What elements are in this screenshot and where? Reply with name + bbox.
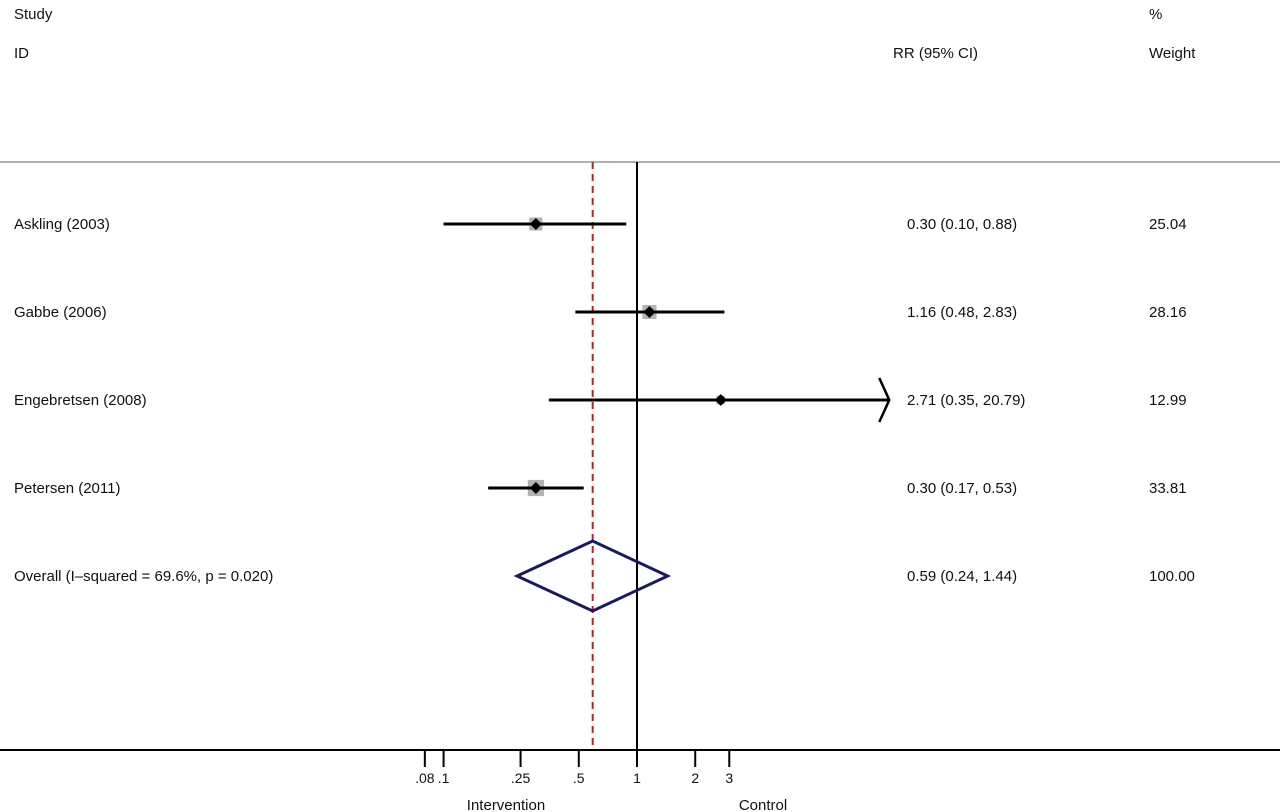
x-axis-tick-label: 1 xyxy=(633,770,641,786)
overall-ci-text: 0.59 (0.24, 1.44) xyxy=(907,568,1017,585)
study-label: Engebretsen (2008) xyxy=(14,392,147,409)
study-label: Askling (2003) xyxy=(14,216,110,233)
study-weight: 25.04 xyxy=(1149,216,1187,233)
plot-marks: Askling (2003) 0.30 (0.10, 0.88) 25.04 Gabb… xyxy=(0,162,1280,812)
study-weight: 33.81 xyxy=(1149,480,1187,497)
overall-label: Overall (I–squared = 69.6%, p = 0.020) xyxy=(14,568,273,585)
header-id: ID xyxy=(14,45,29,62)
study-ci-text: 0.30 (0.10, 0.88) xyxy=(907,216,1017,233)
point-estimate-marker xyxy=(714,394,727,406)
x-axis-tick-label: 3 xyxy=(725,770,733,786)
point-estimate-marker xyxy=(529,482,542,494)
study-weight: 28.16 xyxy=(1149,304,1187,321)
point-estimate-marker xyxy=(643,306,656,318)
x-axis-tick-label: .25 xyxy=(511,770,531,786)
study-label: Gabbe (2006) xyxy=(14,304,107,321)
header-effect-label: RR (95% CI) xyxy=(893,45,978,62)
x-axis-tick-label: .08 xyxy=(415,770,435,786)
header-weight: Weight xyxy=(1149,45,1196,62)
x-axis-tick-label: .5 xyxy=(573,770,585,786)
overall-diamond xyxy=(513,539,672,613)
favours-intervention-label: Intervention xyxy=(467,797,545,812)
x-axis-tick-label: 2 xyxy=(691,770,699,786)
study-ci-text: 0.30 (0.17, 0.53) xyxy=(907,480,1017,497)
x-axis-tick-label: .1 xyxy=(438,770,450,786)
study-label: Petersen (2011) xyxy=(14,480,120,497)
header-percent: % xyxy=(1149,6,1162,23)
point-estimate-marker xyxy=(529,218,542,230)
header-study: Study xyxy=(14,6,53,23)
ci-truncation-arrow xyxy=(878,377,891,423)
favours-control-label: Control xyxy=(739,797,787,812)
study-ci-text: 2.71 (0.35, 20.79) xyxy=(907,392,1025,409)
study-weight: 12.99 xyxy=(1149,392,1187,409)
overall-weight: 100.00 xyxy=(1149,568,1195,585)
study-ci-text: 1.16 (0.48, 2.83) xyxy=(907,304,1017,321)
